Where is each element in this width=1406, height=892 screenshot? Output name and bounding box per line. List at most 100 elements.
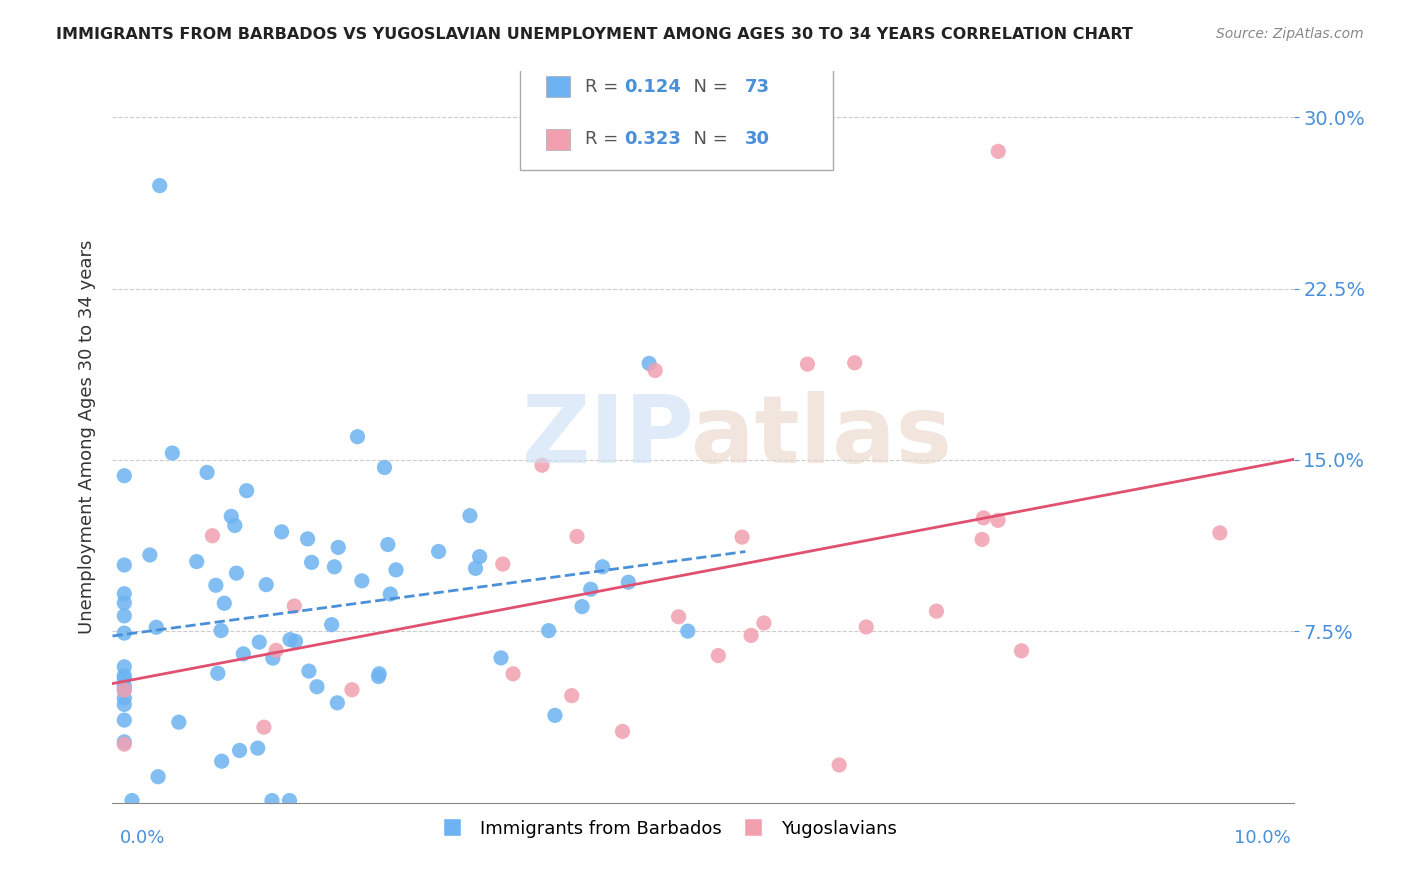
Point bbox=[638, 356, 661, 370]
Point bbox=[225, 566, 247, 581]
Point bbox=[112, 596, 135, 610]
Point bbox=[149, 178, 172, 193]
FancyBboxPatch shape bbox=[546, 77, 569, 97]
Point bbox=[112, 468, 135, 483]
Text: 0.0%: 0.0% bbox=[120, 829, 165, 847]
Point bbox=[492, 557, 515, 571]
Point bbox=[367, 669, 389, 683]
Y-axis label: Unemployment Among Ages 30 to 34 years: Unemployment Among Ages 30 to 34 years bbox=[77, 240, 96, 634]
Point bbox=[201, 529, 224, 543]
Point bbox=[340, 682, 363, 697]
Point bbox=[235, 483, 257, 498]
Point bbox=[970, 533, 993, 547]
Point bbox=[207, 666, 229, 681]
Point bbox=[112, 558, 135, 572]
Point bbox=[112, 672, 135, 686]
Point bbox=[112, 608, 135, 623]
Point bbox=[373, 460, 395, 475]
Point bbox=[987, 513, 1010, 527]
Point bbox=[211, 754, 233, 768]
Point bbox=[195, 466, 218, 480]
Point bbox=[579, 582, 602, 597]
Point bbox=[112, 587, 135, 601]
Point bbox=[740, 628, 762, 642]
Text: 30: 30 bbox=[744, 130, 769, 148]
Point bbox=[707, 648, 730, 663]
Point bbox=[262, 651, 284, 665]
Point bbox=[224, 518, 246, 533]
Point bbox=[270, 524, 292, 539]
Point bbox=[752, 615, 775, 630]
Point bbox=[146, 770, 169, 784]
Text: N =: N = bbox=[682, 78, 734, 95]
Point bbox=[112, 691, 135, 706]
Point bbox=[385, 563, 408, 577]
Point bbox=[592, 559, 614, 574]
Point bbox=[468, 549, 491, 564]
Text: R =: R = bbox=[585, 78, 624, 95]
Point bbox=[565, 529, 588, 543]
Point bbox=[796, 357, 818, 371]
Text: atlas: atlas bbox=[690, 391, 952, 483]
Point bbox=[561, 689, 583, 703]
Point bbox=[321, 617, 343, 632]
Point bbox=[617, 575, 640, 590]
Point bbox=[731, 530, 754, 544]
Point bbox=[112, 698, 135, 712]
Point bbox=[112, 659, 135, 673]
Point bbox=[254, 577, 277, 591]
Legend: Immigrants from Barbados, Yugoslavians: Immigrants from Barbados, Yugoslavians bbox=[432, 813, 904, 845]
Point bbox=[219, 509, 242, 524]
Point bbox=[427, 544, 450, 558]
Point bbox=[112, 713, 135, 727]
Point bbox=[987, 145, 1010, 159]
Point bbox=[377, 537, 399, 551]
Point bbox=[139, 548, 162, 562]
Point bbox=[301, 555, 323, 569]
Point bbox=[368, 666, 391, 681]
Point bbox=[297, 532, 319, 546]
Point bbox=[571, 599, 593, 614]
Text: 10.0%: 10.0% bbox=[1234, 829, 1291, 847]
Point bbox=[668, 609, 690, 624]
Point bbox=[298, 664, 321, 678]
Point bbox=[121, 793, 143, 807]
Point bbox=[209, 624, 232, 638]
Point bbox=[228, 743, 250, 757]
Point bbox=[284, 634, 307, 648]
Point bbox=[328, 541, 350, 555]
Text: IMMIGRANTS FROM BARBADOS VS YUGOSLAVIAN UNEMPLOYMENT AMONG AGES 30 TO 34 YEARS C: IMMIGRANTS FROM BARBADOS VS YUGOSLAVIAN … bbox=[56, 27, 1133, 42]
Point bbox=[464, 561, 486, 575]
Text: 0.323: 0.323 bbox=[624, 130, 681, 148]
Point bbox=[855, 620, 877, 634]
Point bbox=[253, 720, 276, 734]
Point bbox=[828, 758, 851, 772]
FancyBboxPatch shape bbox=[520, 57, 832, 170]
Point bbox=[112, 735, 135, 749]
Point bbox=[676, 624, 699, 639]
Point bbox=[112, 668, 135, 682]
Point bbox=[346, 430, 368, 444]
Point bbox=[531, 458, 554, 473]
FancyBboxPatch shape bbox=[546, 129, 569, 150]
Point bbox=[112, 737, 135, 751]
Point bbox=[925, 604, 948, 618]
Text: N =: N = bbox=[682, 130, 734, 148]
Point bbox=[205, 578, 228, 592]
Point bbox=[112, 626, 135, 640]
Point bbox=[502, 666, 524, 681]
Point bbox=[246, 741, 269, 756]
Point bbox=[644, 363, 666, 377]
Point bbox=[162, 446, 184, 460]
Point bbox=[167, 715, 190, 730]
Point bbox=[612, 724, 634, 739]
Point bbox=[489, 651, 512, 665]
Point bbox=[264, 643, 287, 657]
Point bbox=[537, 624, 560, 638]
Point bbox=[278, 793, 301, 807]
Point bbox=[112, 683, 135, 698]
Point bbox=[844, 356, 866, 370]
Point bbox=[145, 620, 167, 634]
Point bbox=[305, 680, 328, 694]
Point bbox=[278, 632, 301, 647]
